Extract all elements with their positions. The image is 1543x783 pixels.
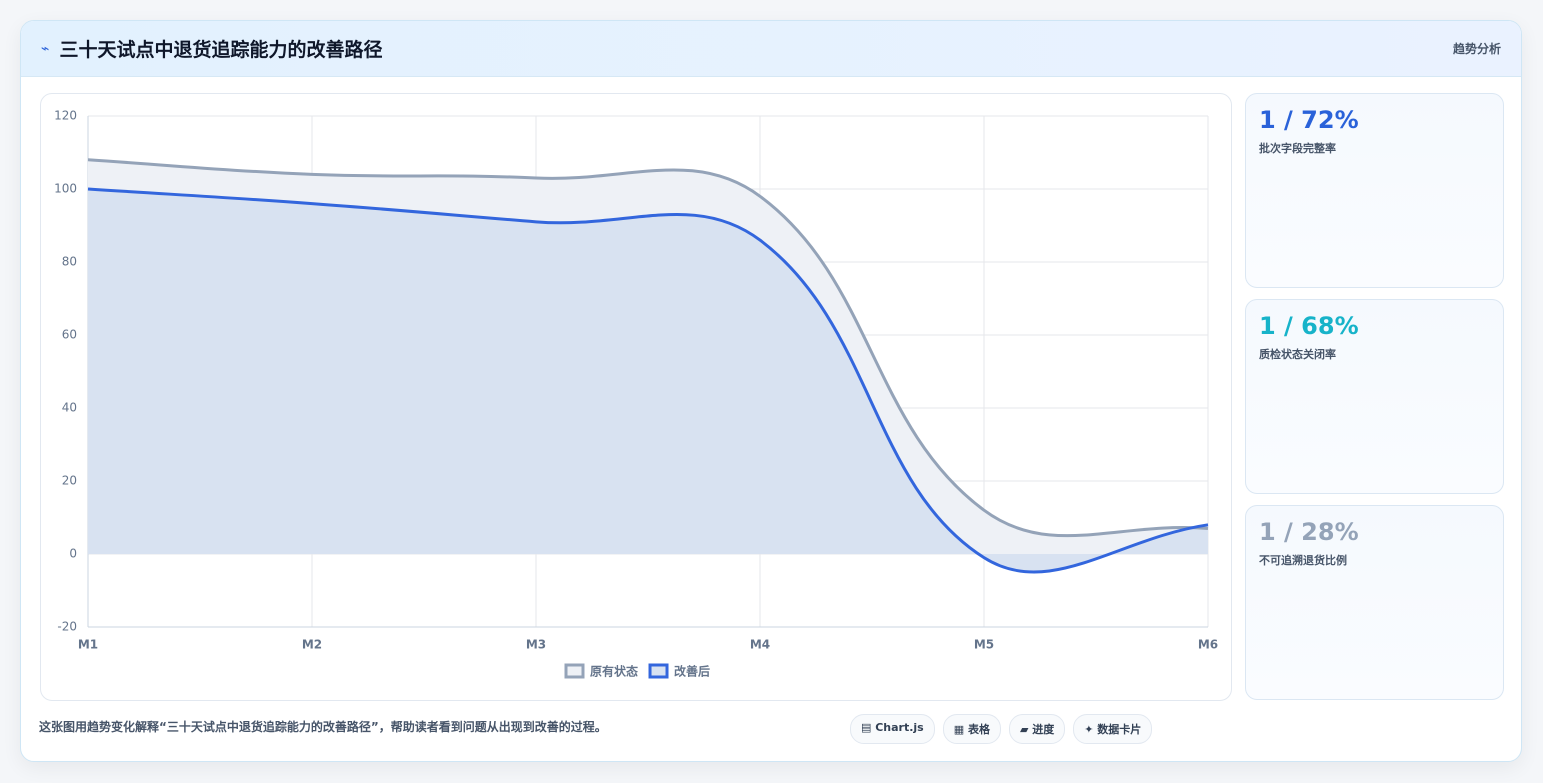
y-tick-label: 40 [62, 401, 77, 415]
y-tick-label: 20 [62, 474, 77, 488]
stat-value: 1 / 68% [1259, 312, 1359, 340]
legend-label: 原有状态 [590, 664, 638, 679]
area [88, 189, 1208, 573]
stat-value: 1 / 72% [1259, 106, 1359, 134]
x-tick-label: M1 [78, 638, 98, 652]
x-tick-label: M6 [1198, 638, 1218, 652]
stat-card: 1 / 28% 不可追溯退货比例 [1245, 505, 1504, 700]
y-tick-label: 60 [62, 328, 77, 342]
header: ⌁ 三十天试点中退货追踪能力的改善路径 趋势分析 [21, 21, 1521, 77]
stat-card: 1 / 68% 质检状态关闭率 [1245, 299, 1504, 494]
stat-label: 不可追溯退货比例 [1259, 554, 1347, 567]
button[interactable]: ▦ 表格 [942, 714, 1001, 744]
legend-swatch [564, 663, 585, 679]
footer-text: 这张图用趋势变化解释“三十天试点中退货追踪能力的改善路径”，帮助读者看到问题从出… [39, 720, 607, 734]
x-tick-label: M3 [526, 638, 546, 652]
button[interactable]: ✦ 数据卡片 [1073, 714, 1153, 744]
stat-card: 1 / 72% 批次字段完整率 [1245, 93, 1504, 288]
y-tick-label: -20 [57, 620, 77, 634]
y-tick-label: 100 [54, 182, 77, 196]
legend-swatch [648, 663, 669, 679]
y-tick-label: 120 [54, 109, 77, 123]
chart-panel: -20 0 20 40 60 80 100 120 M1 M2 M3 M4 M5 M6 原有状态 改善后 [40, 93, 1232, 701]
x-tick-label: M4 [750, 638, 770, 652]
legend-label: 改善后 [674, 664, 710, 679]
buttons: ▤ Chart.js ▦ 表格 ▰ 进度 ✦ 数据卡片 [850, 714, 1153, 744]
card: ⌁ 三十天试点中退货追踪能力的改善路径 趋势分析 -20 0 20 40 60 80 100… [20, 20, 1522, 762]
stat-value: 1 / 28% [1259, 518, 1359, 546]
chart: -20 0 20 40 60 80 100 120 M1 M2 M3 M4 M5 M6 原有状态 改善后 [54, 109, 1218, 679]
line [87, 187, 1209, 574]
stat-label: 批次字段完整率 [1259, 142, 1336, 155]
y-tick-label: 0 [69, 547, 77, 561]
stat-label: 质检状态关闭率 [1259, 348, 1336, 361]
button[interactable]: ▰ 进度 [1008, 714, 1066, 744]
button[interactable]: ▤ Chart.js [850, 714, 935, 744]
tag: 趋势分析 [1452, 42, 1501, 56]
icon: ⌁ [41, 40, 50, 57]
title: 三十天试点中退货追踪能力的改善路径 [59, 39, 383, 61]
x-tick-label: M2 [302, 638, 322, 652]
line [87, 158, 1209, 538]
y-tick-label: 80 [62, 255, 77, 269]
x-tick-label: M5 [974, 638, 994, 652]
